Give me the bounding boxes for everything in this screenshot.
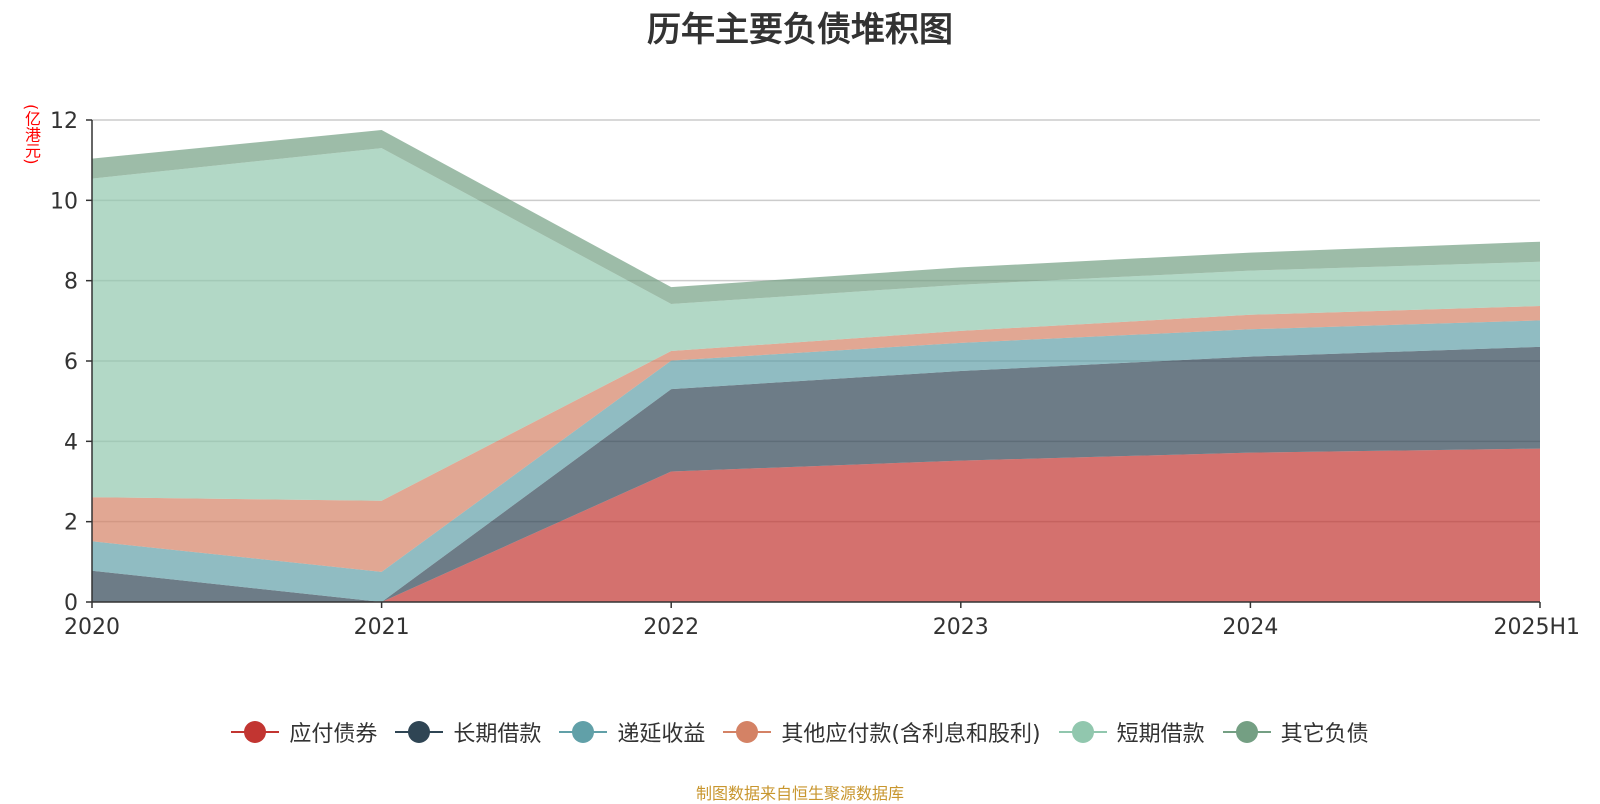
y-tick-label: 8 (64, 270, 78, 295)
axes: 0 2 4 6 8 10 12 2020 2021 2022 2023 2024 2025H1 (50, 109, 1580, 640)
y-tick-label: 10 (50, 189, 78, 214)
x-tick-label: 2023 (933, 615, 989, 640)
legend-marker-icon (723, 720, 772, 744)
legend-marker-icon (559, 720, 608, 744)
y-tick-label: 12 (50, 109, 78, 134)
y-tick-label: 4 (64, 430, 78, 455)
legend-item[interactable]: 短期借款 (1058, 716, 1205, 748)
area-series-3 (92, 306, 1540, 572)
legend-item[interactable]: 长期借款 (395, 716, 541, 748)
y-axis-unit-label: (亿港元) (22, 104, 41, 165)
stacked-areas (92, 130, 1540, 602)
x-tick-label: 2022 (643, 615, 699, 640)
x-tick-label: 2024 (1222, 615, 1278, 640)
chart-title: 历年主要负债堆积图 (647, 10, 953, 50)
area-series-0 (92, 448, 1540, 602)
area-series-2 (92, 320, 1540, 602)
area-series-4 (92, 148, 1540, 501)
y-tick-label: 6 (64, 350, 78, 375)
legend-label: 应付债券 (289, 722, 378, 747)
legend-label: 递延收益 (617, 722, 706, 747)
area-series-1 (92, 346, 1540, 602)
x-tick-label: 2021 (354, 615, 410, 640)
legend-label: 长期借款 (453, 722, 542, 747)
legend-label: 短期借款 (1116, 722, 1205, 747)
legend-item[interactable]: 递延收益 (559, 716, 705, 748)
y-tick-label: 2 (64, 511, 78, 536)
area-series-5 (92, 130, 1540, 304)
source-note: 制图数据来自恒生聚源数据库 (695, 784, 904, 803)
legend-item[interactable]: 应付债券 (231, 716, 377, 748)
legend-marker-icon (1058, 720, 1107, 744)
legend-item[interactable]: 其他应付款(含利息和股利) (723, 716, 1041, 748)
x-tick-label: 2025H1 (1493, 615, 1580, 640)
legend-marker-icon (1222, 720, 1271, 744)
legend-marker-icon (231, 720, 280, 744)
y-tick-label: 0 (64, 591, 78, 616)
x-tick-label: 2020 (64, 615, 120, 640)
legend-label: 其他应付款(含利息和股利) (781, 722, 1041, 747)
legend: 应付债券 长期借款 递延收益 其他应付款(含利息和股利) 短期借款 其它负债 (0, 716, 1600, 748)
legend-marker-icon (395, 720, 444, 744)
legend-item[interactable]: 其它负债 (1222, 716, 1369, 748)
legend-label: 其它负债 (1280, 722, 1369, 747)
